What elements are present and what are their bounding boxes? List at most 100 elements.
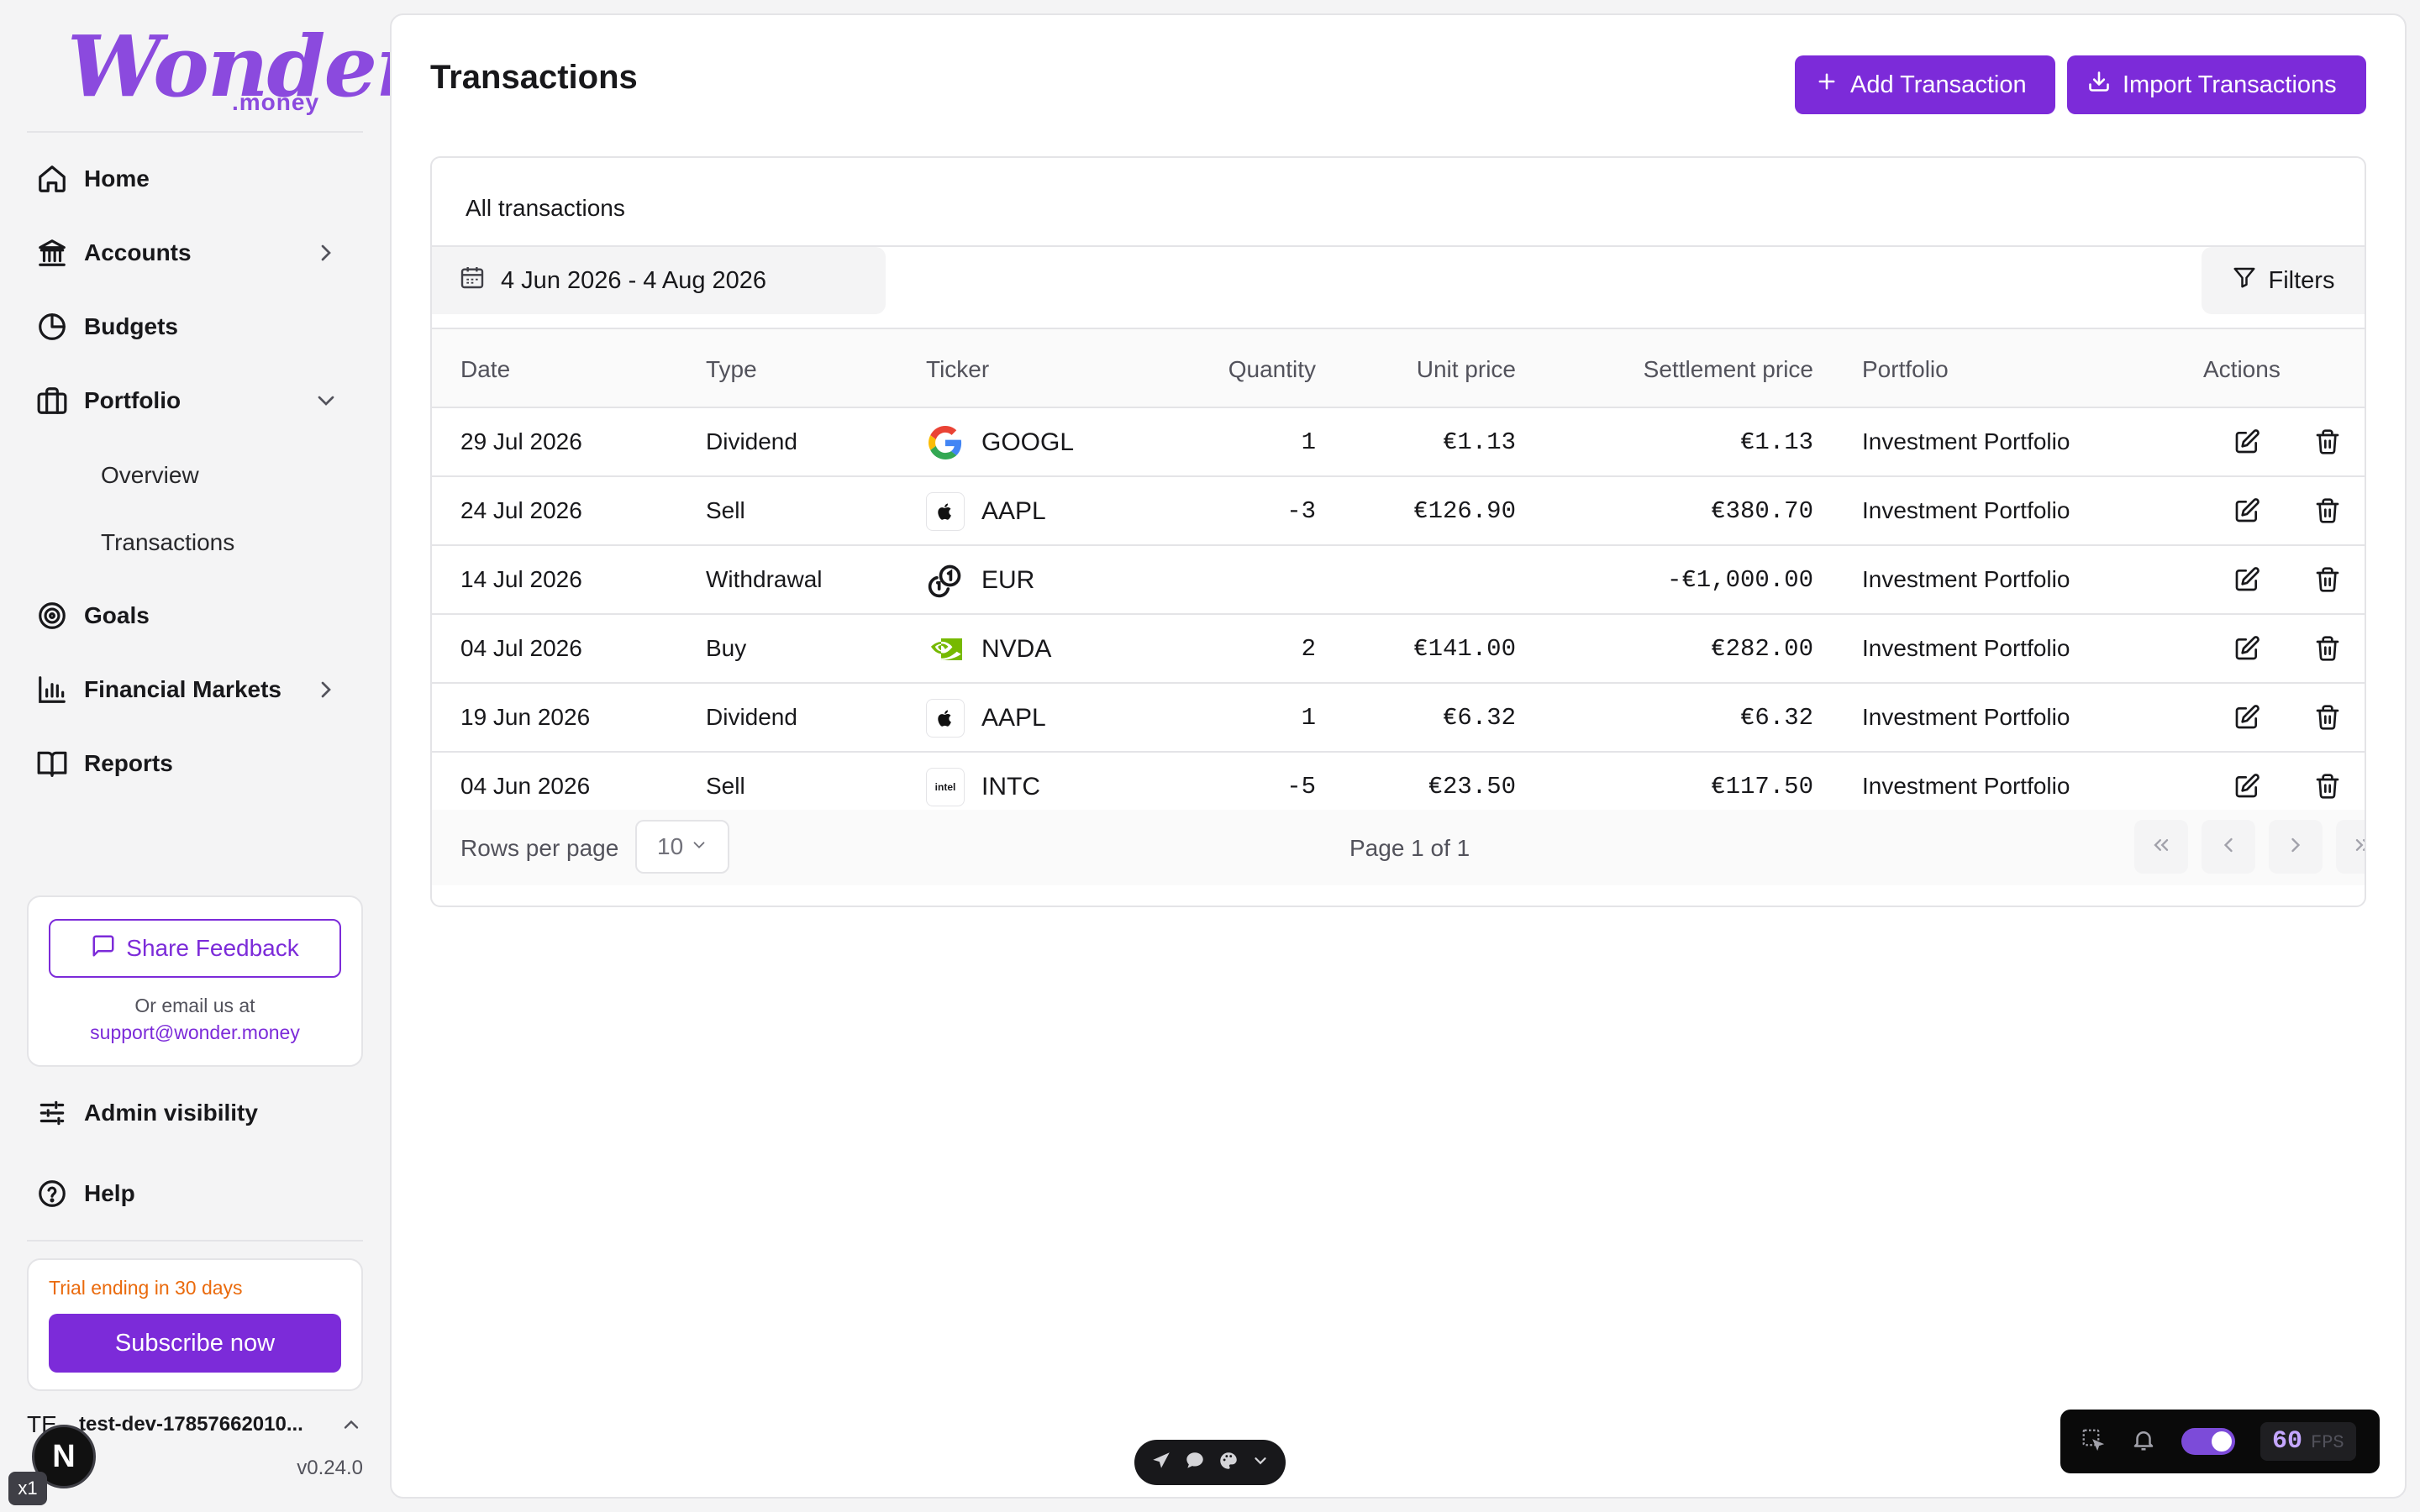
table-row[interactable]: 04 Jul 2026 Buy NVDA 2 €141.00 €282.00 Investm… xyxy=(432,615,2365,684)
column-header-ticker[interactable]: Ticker xyxy=(926,356,990,382)
sidebar-item-label: Home xyxy=(84,165,150,192)
table-row[interactable]: 14 Jul 2026 Withdrawal EUR -€1,000.00 Invest… xyxy=(432,546,2365,615)
delete-button[interactable] xyxy=(2311,633,2344,667)
table-row[interactable]: 19 Jun 2026 Dividend AAPL 1 €6.32 €6.32 Invest… xyxy=(432,684,2365,753)
filters-button[interactable]: Filters xyxy=(2202,247,2365,314)
cell-ticker[interactable]: INTC xyxy=(981,773,1040,801)
speed-badge[interactable]: x1 xyxy=(8,1472,47,1505)
add-transaction-button[interactable]: Add Transaction xyxy=(1795,55,2055,114)
delete-button[interactable] xyxy=(2311,702,2344,736)
cell-quantity: -3 xyxy=(1286,497,1316,525)
edit-button[interactable] xyxy=(2230,496,2264,529)
logo-text: Wonder xyxy=(67,17,420,116)
sidebar-subitem-transactions[interactable]: Transactions xyxy=(101,529,235,555)
page-info: Page 1 of 1 xyxy=(1349,835,1470,861)
sidebar-item-home[interactable]: Home xyxy=(34,151,353,207)
edit-icon xyxy=(2233,497,2260,528)
column-header-unit-price[interactable]: Unit price xyxy=(1416,356,1516,382)
cell-ticker[interactable]: EUR xyxy=(981,566,1035,594)
previous-page-button[interactable] xyxy=(2202,820,2255,874)
edit-button[interactable] xyxy=(2230,771,2264,805)
delete-button[interactable] xyxy=(2311,427,2344,460)
fps-label: FPS xyxy=(2311,1432,2344,1453)
svg-text:intel: intel xyxy=(935,781,956,793)
trash-icon xyxy=(2314,704,2341,735)
last-page-button[interactable] xyxy=(2336,820,2365,874)
sidebar-item-goals[interactable]: Goals xyxy=(34,588,353,643)
nvidia-logo xyxy=(926,630,965,669)
dev-toolbar[interactable] xyxy=(1134,1440,1286,1485)
sidebar-item-portfolio[interactable]: Portfolio xyxy=(34,373,353,428)
edit-icon xyxy=(2233,704,2260,735)
column-header-quantity[interactable]: Quantity xyxy=(1228,356,1316,382)
edit-button[interactable] xyxy=(2230,702,2264,736)
first-page-button[interactable] xyxy=(2134,820,2188,874)
cell-quantity: 1 xyxy=(1301,704,1316,732)
table-row[interactable]: 29 Jul 2026 Dividend GOOGL 1 €1.13 €1.13 Inves… xyxy=(432,408,2365,477)
subscribe-button[interactable]: Subscribe now xyxy=(49,1314,341,1373)
fps-overlay: 60 FPS xyxy=(2060,1410,2380,1473)
cell-type: Dividend xyxy=(706,428,797,454)
sidebar-item-reports[interactable]: Reports xyxy=(34,736,353,791)
sidebar-item-accounts[interactable]: Accounts xyxy=(34,225,353,281)
sidebar-item-label: Help xyxy=(84,1180,135,1206)
share-feedback-button[interactable]: Share Feedback xyxy=(49,919,341,978)
send-icon[interactable] xyxy=(1150,1450,1172,1476)
chevron-down-icon[interactable] xyxy=(1251,1452,1270,1474)
sidebar: Wonder .money Home Accounts Budgets Port… xyxy=(0,0,420,1512)
card-title: All transactions xyxy=(466,195,625,221)
cell-portfolio: Investment Portfolio xyxy=(1862,428,2070,454)
chevron-right-icon xyxy=(313,676,339,707)
support-email-link[interactable]: support@wonder.money xyxy=(90,1021,300,1043)
fps-counter: 60 FPS xyxy=(2260,1422,2356,1461)
sidebar-item-budgets[interactable]: Budgets xyxy=(34,299,353,354)
delete-button[interactable] xyxy=(2311,771,2344,805)
add-transaction-label: Add Transaction xyxy=(1850,71,2027,98)
sidebar-item-financial-markets[interactable]: Financial Markets xyxy=(34,662,353,717)
transactions-table: Date Type Ticker Quantity Unit price Set… xyxy=(432,328,2365,822)
trash-icon xyxy=(2314,428,2341,459)
bar-chart-icon xyxy=(34,671,71,708)
cell-unit-price: €141.00 xyxy=(1413,635,1516,663)
share-feedback-label: Share Feedback xyxy=(126,935,299,961)
select-inspect-icon[interactable] xyxy=(2081,1427,2106,1457)
cell-type: Sell xyxy=(706,497,745,523)
cell-ticker[interactable]: GOOGL xyxy=(981,428,1075,456)
cell-ticker[interactable]: AAPL xyxy=(981,704,1046,732)
edit-button[interactable] xyxy=(2230,427,2264,460)
filters-label: Filters xyxy=(2268,266,2335,294)
user-menu[interactable]: TE test-dev-17857662010... xyxy=(27,1408,363,1441)
delete-button[interactable] xyxy=(2311,496,2344,529)
import-transactions-button[interactable]: Import Transactions xyxy=(2067,55,2366,114)
column-header-portfolio[interactable]: Portfolio xyxy=(1862,356,1949,382)
bell-icon[interactable] xyxy=(2131,1427,2156,1457)
sidebar-item-help[interactable]: Help xyxy=(34,1166,353,1221)
column-header-type[interactable]: Type xyxy=(706,356,757,382)
cell-ticker[interactable]: NVDA xyxy=(981,635,1052,663)
main-panel: Transactions Add Transaction Import Tran… xyxy=(390,13,2407,1499)
cell-date: 24 Jul 2026 xyxy=(460,497,582,523)
overlay-toggle[interactable] xyxy=(2181,1428,2235,1455)
cell-unit-price: €126.90 xyxy=(1413,497,1516,525)
card-divider xyxy=(432,245,2365,247)
cell-ticker[interactable]: AAPL xyxy=(981,497,1046,525)
chat-icon[interactable] xyxy=(1184,1450,1206,1476)
wonder-money-logo[interactable]: Wonder .money xyxy=(67,17,420,116)
sidebar-item-label: Reports xyxy=(84,750,173,776)
app-version: v0.24.0 xyxy=(297,1457,363,1479)
next-page-button[interactable] xyxy=(2269,820,2323,874)
column-header-settlement-price[interactable]: Settlement price xyxy=(1643,356,1813,382)
palette-icon[interactable] xyxy=(1218,1450,1239,1476)
table-row[interactable]: 24 Jul 2026 Sell AAPL -3 €126.90 €380.70 Inves… xyxy=(432,477,2365,546)
date-range-value: 4 Jun 2026 - 4 Aug 2026 xyxy=(501,266,767,294)
cell-portfolio: Investment Portfolio xyxy=(1862,566,2070,592)
sidebar-item-admin-visibility[interactable]: Admin visibility xyxy=(34,1085,353,1141)
rows-per-page-select[interactable]: 10 xyxy=(635,820,729,874)
edit-button[interactable] xyxy=(2230,633,2264,667)
edit-button[interactable] xyxy=(2230,564,2264,598)
delete-button[interactable] xyxy=(2311,564,2344,598)
sidebar-subitem-overview[interactable]: Overview xyxy=(101,462,199,488)
date-range-picker[interactable]: 4 Jun 2026 - 4 Aug 2026 xyxy=(432,247,886,314)
bank-icon xyxy=(34,234,71,271)
column-header-date[interactable]: Date xyxy=(460,356,511,382)
